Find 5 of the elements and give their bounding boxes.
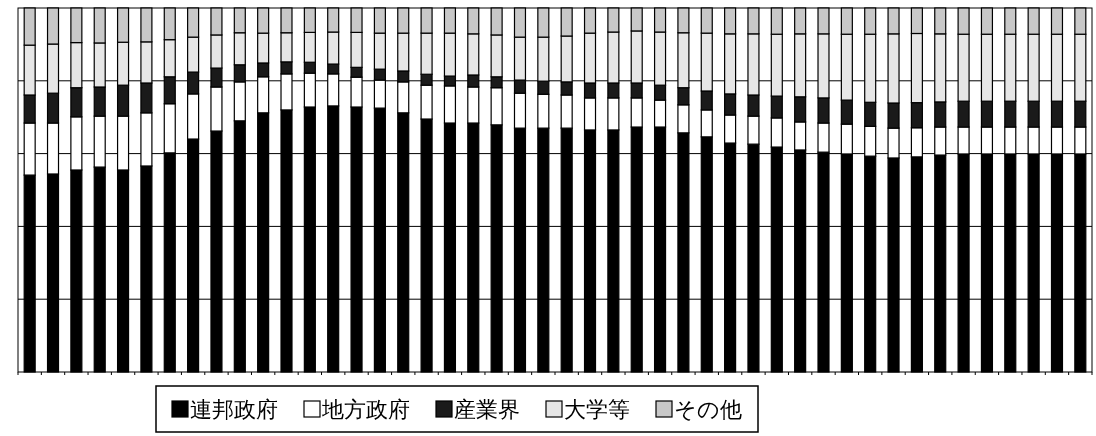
legend-label: 連邦政府 [190, 396, 278, 422]
legend-label: 産業界 [454, 396, 520, 422]
legend-label: 大学等 [564, 396, 630, 422]
legend-label: 地方政府 [321, 396, 410, 422]
legend-label: その他 [674, 396, 742, 422]
